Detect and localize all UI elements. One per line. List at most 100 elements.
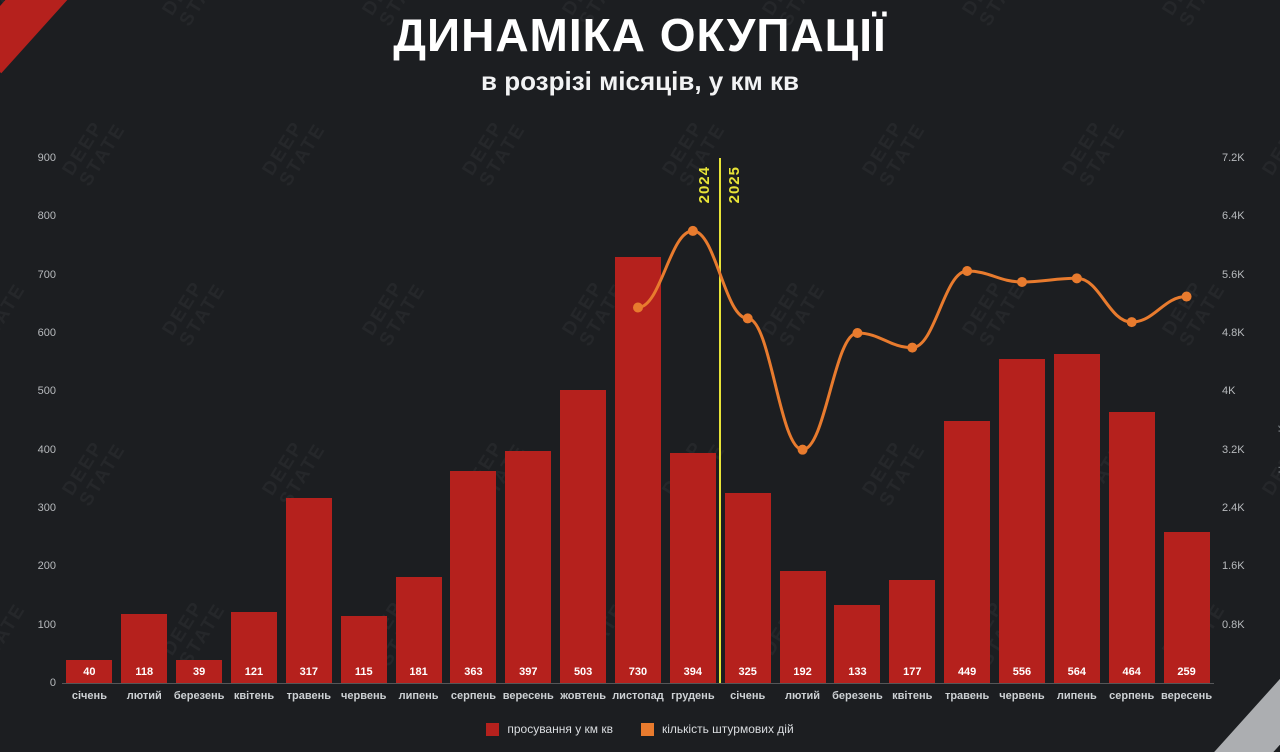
right-axis-tick: 5.6K <box>1222 268 1245 281</box>
bar-value-label: 730 <box>628 666 648 678</box>
x-axis-label: вересень <box>502 690 554 702</box>
x-axis-label: серпень <box>1109 690 1155 702</box>
assault-actions-line-chart <box>633 225 1192 455</box>
bar-жовтень-9 <box>560 389 607 683</box>
left-axis-tick: 500 <box>37 385 56 398</box>
x-axis-label: березень <box>832 690 883 702</box>
x-axis-label: травень <box>944 690 990 702</box>
right-axis-tick: 6.4K <box>1222 210 1245 223</box>
line-point-marker <box>797 444 808 455</box>
bar-value-label: 181 <box>409 666 428 678</box>
bar-value-label: 325 <box>738 666 757 678</box>
x-axis-label: вересень <box>1161 690 1213 702</box>
bar-value-label: 115 <box>354 666 373 678</box>
bar-value-label: 192 <box>793 666 812 678</box>
chart-title: ДИНАМІКА ОКУПАЦІЇ <box>393 9 887 61</box>
bar-value-label: 564 <box>1067 666 1087 678</box>
line-point-marker <box>852 328 863 338</box>
bar-січень-0 <box>66 659 113 683</box>
legend-label-line: кількість штурмових дій <box>661 722 794 736</box>
bar-value-label: 177 <box>903 666 922 678</box>
x-axis-label: жовтень <box>560 690 607 702</box>
x-axis-label: лютий <box>126 690 162 702</box>
line-point-marker <box>1017 276 1027 287</box>
bar-травень-4 <box>285 498 332 683</box>
line-point-marker <box>1071 273 1082 284</box>
x-axis-line <box>62 683 1214 684</box>
x-axis-label: січень <box>71 690 107 702</box>
bar-value-label: 394 <box>683 666 703 678</box>
bar-квітень-3 <box>230 612 278 683</box>
bar-лютий-1 <box>121 614 168 683</box>
x-axis-label: травень <box>286 690 332 702</box>
bar-value-label: 449 <box>957 666 977 678</box>
line-path <box>636 229 1189 452</box>
x-axis-label: квітень <box>233 690 275 702</box>
bar-value-label: 259 <box>1177 666 1196 678</box>
chart-header: ДИНАМІКА ОКУПАЦІЇ в розрізі місяців, у к… <box>0 8 1280 97</box>
legend-item-bars: просування у км кв <box>486 722 613 736</box>
left-axis-tick: 300 <box>37 502 56 514</box>
legend: просування у км кв кількість штурмових д… <box>0 722 1280 736</box>
left-axis-tick: 100 <box>37 618 56 631</box>
x-axis-label: липень <box>1056 690 1097 702</box>
right-axis-tick: 2.4K <box>1222 502 1245 514</box>
bar-value-label: 464 <box>1122 666 1141 678</box>
right-axis-tick: 3.2K <box>1222 443 1245 456</box>
left-axis-tick: 800 <box>37 210 56 223</box>
left-axis-tick: 900 <box>37 152 56 164</box>
year-divider-line <box>719 158 722 683</box>
bar-травень-16 <box>944 421 991 683</box>
left-axis-tick: 0 <box>49 677 56 689</box>
bar-березень-14 <box>834 605 881 683</box>
bar-value-label: 118 <box>135 666 154 678</box>
line-point-marker <box>742 313 753 324</box>
legend-swatch-line <box>640 722 654 736</box>
line-point-marker <box>907 342 918 353</box>
bar-value-label: 397 <box>519 666 538 678</box>
legend-label-bars: просування у км кв <box>507 722 613 736</box>
bar-value-label: 39 <box>193 666 206 678</box>
bar-value-label: 556 <box>1012 666 1032 678</box>
x-axis-label: червень <box>999 690 1045 702</box>
right-axis-tick: 7.2K <box>1222 152 1245 164</box>
x-axis-label: серпень <box>450 690 496 702</box>
bar-квітень-15 <box>889 579 936 683</box>
x-axis-label: квітень <box>892 690 933 702</box>
left-axis-tick: 200 <box>37 560 56 573</box>
line-point-marker <box>1126 317 1137 328</box>
right-axis-tick: 4.8K <box>1222 327 1245 339</box>
x-axis-label: січень <box>730 690 766 702</box>
bar-грудень-11 <box>669 453 716 683</box>
bar-січень-12 <box>724 493 771 683</box>
bar-value-label: 40 <box>83 666 96 678</box>
line-point-marker <box>962 266 973 277</box>
line-point-marker <box>687 225 698 236</box>
left-axis-tick: 700 <box>37 268 56 281</box>
x-axis-label: липень <box>398 690 439 702</box>
bar-value-label: 503 <box>573 666 593 678</box>
legend-item-line: кількість штурмових дій <box>640 722 794 736</box>
deepstate-logo-fragment-bottom-right <box>1203 674 1280 752</box>
deepstate-watermark: DEEP STATE <box>1259 110 1280 190</box>
bar-липень-18 <box>1053 354 1100 683</box>
line-point-marker <box>633 302 643 313</box>
bar-листопад-10 <box>614 257 662 683</box>
x-axis-label: лютий <box>785 690 821 702</box>
bar-червень-5 <box>340 615 387 683</box>
bar-липень-6 <box>395 577 442 683</box>
right-axis-tick: 4K <box>1222 385 1236 398</box>
bar-вересень-20 <box>1163 531 1210 683</box>
left-axis-tick: 600 <box>37 327 56 339</box>
x-axis-label: червень <box>341 690 387 702</box>
bar-лютий-13 <box>779 571 826 683</box>
left-axis-tick: 400 <box>37 443 56 456</box>
line-point-marker <box>1181 291 1192 302</box>
plot-area: 40 118 39 121 317 115 181 363 397 503 730 394 325 192… <box>62 158 1214 683</box>
x-axis-label: листопад <box>612 690 664 702</box>
x-axis-label: грудень <box>671 690 715 702</box>
bar-вересень-8 <box>505 451 552 683</box>
bar-value-label: 317 <box>299 666 319 678</box>
x-axis-label: березень <box>173 690 225 702</box>
